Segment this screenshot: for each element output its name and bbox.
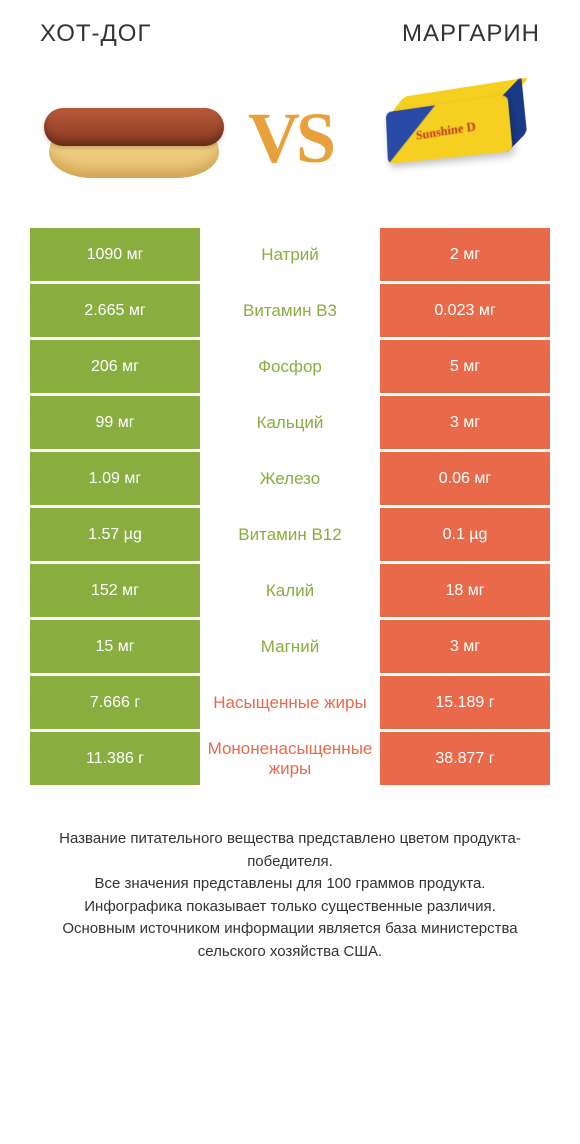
value-left: 206 мг (30, 340, 200, 393)
table-row: 152 мгКалий18 мг (30, 564, 550, 620)
value-right: 5 мг (380, 340, 550, 393)
nutrient-label: Калий (200, 564, 380, 617)
product-left (30, 88, 238, 188)
value-right: 0.023 мг (380, 284, 550, 337)
table-row: 15 мгМагний3 мг (30, 620, 550, 676)
vs-label: VS (248, 97, 332, 180)
value-left: 152 мг (30, 564, 200, 617)
footnote-line: Основным источником информации является … (30, 918, 550, 963)
value-left: 1.57 µg (30, 508, 200, 561)
value-right: 2 мг (380, 228, 550, 281)
value-right: 38.877 г (380, 732, 550, 785)
nutrient-label: Витамин B12 (200, 508, 380, 561)
margarine-icon (366, 88, 526, 188)
value-left: 1.09 мг (30, 452, 200, 505)
nutrient-label: Фосфор (200, 340, 380, 393)
hero: VS (0, 58, 580, 228)
footnote-line: Название питательного вещества представл… (30, 828, 550, 873)
value-left: 1090 мг (30, 228, 200, 281)
product-right (342, 88, 550, 188)
value-left: 7.666 г (30, 676, 200, 729)
value-left: 2.665 мг (30, 284, 200, 337)
table-row: 1090 мгНатрий2 мг (30, 228, 550, 284)
table-row: 7.666 гНасыщенные жиры15.189 г (30, 676, 550, 732)
value-right: 0.06 мг (380, 452, 550, 505)
value-right: 18 мг (380, 564, 550, 617)
value-left: 99 мг (30, 396, 200, 449)
nutrient-table: 1090 мгНатрий2 мг2.665 мгВитамин B30.023… (30, 228, 550, 788)
table-row: 2.665 мгВитамин B30.023 мг (30, 284, 550, 340)
nutrient-label: Магний (200, 620, 380, 673)
table-row: 99 мгКальций3 мг (30, 396, 550, 452)
title-left: ХОТ-ДОГ (40, 20, 151, 48)
value-right: 0.1 µg (380, 508, 550, 561)
value-left: 15 мг (30, 620, 200, 673)
value-right: 15.189 г (380, 676, 550, 729)
nutrient-label: Мононенасыщенные жиры (200, 732, 380, 785)
table-row: 1.09 мгЖелезо0.06 мг (30, 452, 550, 508)
title-right: МАРГАРИН (402, 20, 540, 48)
table-row: 11.386 гМононенасыщенные жиры38.877 г (30, 732, 550, 788)
nutrient-label: Кальций (200, 396, 380, 449)
nutrient-label: Витамин B3 (200, 284, 380, 337)
value-left: 11.386 г (30, 732, 200, 785)
header: ХОТ-ДОГ МАРГАРИН (0, 0, 580, 58)
footnote-line: Все значения представлены для 100 граммо… (30, 873, 550, 896)
hotdog-icon (44, 88, 224, 188)
nutrient-label: Железо (200, 452, 380, 505)
nutrient-label: Насыщенные жиры (200, 676, 380, 729)
footnote: Название питательного вещества представл… (0, 788, 580, 963)
footnote-line: Инфографика показывает только существенн… (30, 896, 550, 919)
table-row: 1.57 µgВитамин B120.1 µg (30, 508, 550, 564)
value-right: 3 мг (380, 396, 550, 449)
value-right: 3 мг (380, 620, 550, 673)
table-row: 206 мгФосфор5 мг (30, 340, 550, 396)
nutrient-label: Натрий (200, 228, 380, 281)
